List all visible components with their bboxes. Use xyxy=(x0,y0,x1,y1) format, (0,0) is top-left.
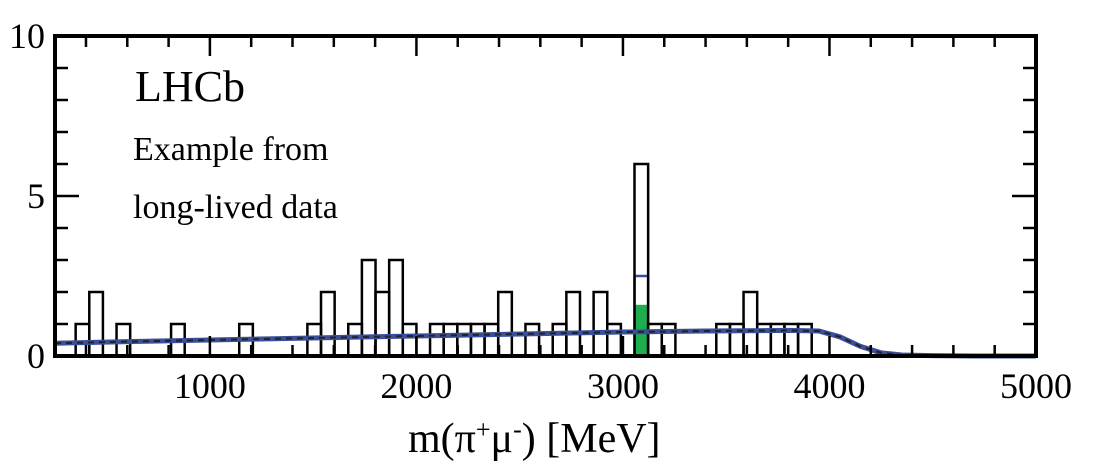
data-bar-16 xyxy=(483,322,500,358)
data-bar-22 xyxy=(606,322,623,358)
x-tick-label-1000: 1000 xyxy=(174,366,246,406)
data-bar-8 xyxy=(360,258,377,358)
x-axis-label: m(π+μ-) [MeV] xyxy=(408,415,661,463)
plot-frame xyxy=(53,34,1038,358)
data-bar-11 xyxy=(401,322,418,358)
x-label-sup-minus: - xyxy=(513,415,522,444)
data-bar-28 xyxy=(742,290,759,358)
x-label-sup-plus: + xyxy=(476,415,491,444)
experiment-label: LHCb xyxy=(135,62,245,111)
tick-labels: 1000 2000 3000 4000 5000 0 5 10 xyxy=(9,16,1072,406)
subtitle-line-2: long-lived data xyxy=(133,189,338,226)
subtitle-line-1: Example from xyxy=(133,131,328,168)
data-bar-20 xyxy=(565,290,582,358)
x-tick-label-4000: 4000 xyxy=(793,366,865,406)
x-label-part-mu: μ xyxy=(491,416,514,462)
x-tick-label-3000: 3000 xyxy=(587,366,659,406)
y-tick-label-10: 10 xyxy=(9,16,45,56)
x-tick-label-5000: 5000 xyxy=(1000,366,1072,406)
data-bar-15 xyxy=(469,322,486,358)
data-bar-13 xyxy=(442,322,459,358)
y-tick-label-5: 5 xyxy=(27,176,45,216)
data-bar-10 xyxy=(387,258,405,358)
y-tick-label-0: 0 xyxy=(27,336,45,376)
data-bar-12 xyxy=(428,322,445,358)
data-bar-19 xyxy=(551,322,568,358)
data-bar-18 xyxy=(524,322,541,358)
data-bar-1 xyxy=(88,290,105,358)
x-tick-label-2000: 2000 xyxy=(380,366,452,406)
data-bar-7 xyxy=(347,322,364,358)
data-bar-9 xyxy=(374,290,391,358)
fit-curve-dashed-line xyxy=(54,329,1036,357)
fit-curve-line xyxy=(54,327,1036,359)
data-bar-24 xyxy=(646,322,664,358)
data-bar-14 xyxy=(456,322,473,358)
x-label-part-1: m(π xyxy=(408,416,476,462)
data-bar-21 xyxy=(592,290,609,358)
x-label-part-units: ) [MeV] xyxy=(522,416,661,462)
